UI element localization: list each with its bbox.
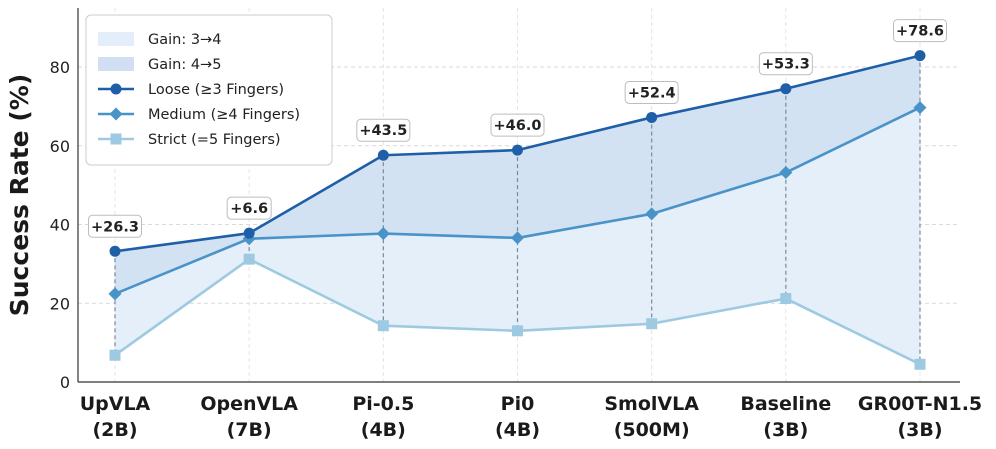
x-tick-label-size: (3B) <box>763 419 808 441</box>
gain-annotation-box <box>226 196 272 220</box>
legend-marker-square <box>110 133 122 145</box>
gain-annotation-label: +43.5 <box>359 123 407 139</box>
legend-label: Gain: 3→4 <box>148 32 221 48</box>
legend: Gain: 3→4 Gain: 4→5 Loose (≥3 Fingers) Medi… <box>85 14 333 166</box>
x-tick-label-name: OpenVLA <box>200 393 298 415</box>
gain-annotation-label: +6.6 <box>230 201 268 217</box>
x-tick-label-size: (3B) <box>897 419 942 441</box>
loose-marker <box>109 245 121 257</box>
axis-layer: 0 20 40 60 80 UpVLA (2B) OpenVLA (7B) Pi-0.5 (4B) P… <box>5 8 982 441</box>
x-tick-label-name: Pi-0.5 <box>352 393 414 415</box>
medium-marker <box>376 227 390 241</box>
loose-marker <box>243 227 255 239</box>
legend-marker-circle <box>110 83 122 95</box>
loose-marker <box>512 144 523 156</box>
marker-layer <box>108 50 927 370</box>
legend-frame <box>85 14 333 166</box>
gain-annotation-label: +46.0 <box>494 118 542 134</box>
gain-3-4-fill <box>115 107 920 365</box>
x-tick-label-size: (500M) <box>614 419 690 441</box>
y-axis-title: Success Rate (%) <box>5 74 34 317</box>
loose-marker <box>780 83 792 95</box>
strict-marker <box>109 349 121 361</box>
loose-marker <box>646 111 658 123</box>
y-tick-label: 40 <box>50 216 70 235</box>
strict-marker <box>646 318 658 330</box>
legend-swatch-fill <box>98 32 134 46</box>
y-tick-label: 20 <box>50 294 70 313</box>
x-tick-label-name: SmolVLA <box>604 393 699 415</box>
gain-annotation-box <box>88 214 142 238</box>
loose-marker <box>377 149 389 161</box>
gain-annotation-box <box>490 113 545 137</box>
legend-label: Medium (≥4 Fingers) <box>148 107 300 123</box>
annotation-layer: +26.3 +6.6 +43.5 +46.0 +52.4 +53.3 +78.6 <box>88 19 947 238</box>
x-tick-label-size: (2B) <box>92 419 137 441</box>
gain-annotation-label: +26.3 <box>91 219 139 235</box>
gain-annotation-label: +78.6 <box>896 24 944 40</box>
gain-annotation-box <box>758 52 813 76</box>
gain-annotation-box <box>356 118 411 142</box>
medium-marker <box>779 166 793 180</box>
legend-swatch-fill <box>98 57 134 71</box>
loose-marker <box>914 50 926 62</box>
strict-marker <box>914 358 926 370</box>
medium-marker <box>511 231 524 245</box>
legend-label: Strict (=5 Fingers) <box>148 132 281 148</box>
strict-marker <box>512 325 523 337</box>
medium-marker <box>645 207 659 221</box>
x-tick-label-name: Pi0 <box>501 393 535 415</box>
strict-marker <box>377 320 389 332</box>
gain-annotation-box <box>624 80 679 104</box>
strict-marker <box>780 293 792 305</box>
legend-marker-diamond <box>109 107 123 121</box>
strict-marker <box>243 253 255 265</box>
legend-label: Gain: 4→5 <box>148 57 221 73</box>
medium-marker <box>913 101 927 115</box>
gain-annotation-box <box>893 19 947 43</box>
x-tick-label-size: (4B) <box>495 419 540 441</box>
x-tick-label-name: UpVLA <box>80 393 151 415</box>
y-tick-label: 80 <box>50 58 70 77</box>
medium-marker <box>108 287 122 301</box>
gain-annotation-label: +52.4 <box>628 85 676 101</box>
gain-annotation-label: +53.3 <box>762 57 810 73</box>
x-tick-label-size: (7B) <box>227 419 272 441</box>
y-tick-label: 60 <box>50 137 70 156</box>
x-tick-label-name: Baseline <box>740 393 831 415</box>
y-tick-label: 0 <box>60 373 70 392</box>
x-tick-label-name: GR00T-N1.5 <box>858 393 982 415</box>
legend-label: Loose (≥3 Fingers) <box>148 82 284 98</box>
x-tick-label-size: (4B) <box>361 419 406 441</box>
